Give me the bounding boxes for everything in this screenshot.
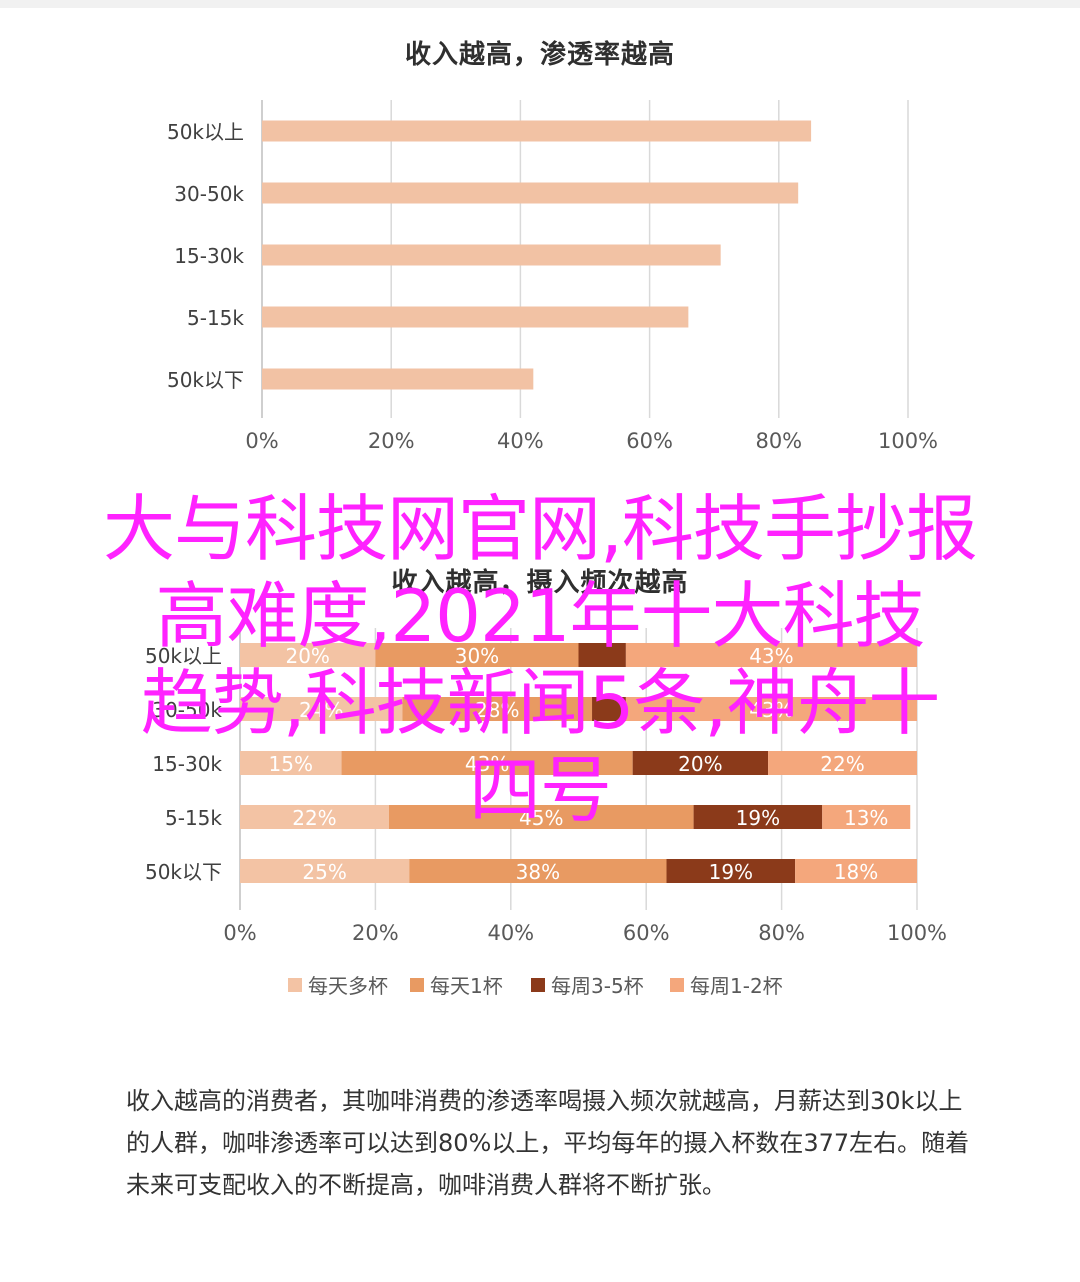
chart2-bar-segment — [341, 751, 633, 775]
chart1-xtick-label: 80% — [755, 429, 802, 453]
overlay-line-4: 四号 — [468, 748, 612, 832]
chart1-bar — [262, 182, 799, 204]
chart2-category-label: 15-30k — [152, 752, 222, 776]
chart2-data-label: 43% — [465, 752, 509, 776]
chart2-bar-segment — [240, 751, 342, 775]
chart2-legend-label: 每周1-2杯 — [690, 974, 783, 998]
chart2-bar-segment — [409, 859, 667, 883]
chart2-legend-swatch — [288, 978, 302, 992]
chart2-data-label: 15% — [269, 752, 313, 776]
chart2-bar-segment — [822, 805, 911, 829]
chart2-bar-segment — [375, 643, 579, 667]
chart2-legend-swatch — [531, 978, 545, 992]
chart2-data-label: 13% — [844, 806, 888, 830]
chart2-bar-segment — [795, 859, 917, 883]
chart2-xtick-label: 0% — [223, 921, 256, 945]
chart2-legend-swatch — [410, 978, 424, 992]
chart2-frequency-stacked: 0% 20% 40% 60% 80% 100% 50k以上 30-50k 15-30k 5-15k… — [145, 628, 947, 998]
chart2-bar-segment — [240, 643, 376, 667]
chart1-category-label: 50k以上 — [167, 120, 244, 144]
chart2-legend-label: 每天1杯 — [430, 974, 503, 998]
chart2-bar-segment — [625, 643, 917, 667]
chart2-bar-segment — [666, 859, 796, 883]
chart2-data-label: 45% — [519, 806, 563, 830]
caption-paragraph: 收入越高的消费者，其咖啡消费的渗透率喝摄入频次就越高，月薪达到30k以上的人群，… — [126, 1087, 970, 1199]
chart2-category-label: 50k以下 — [145, 860, 222, 884]
chart2-data-label: 28% — [475, 698, 519, 722]
chart2-legend-swatch — [670, 978, 684, 992]
chart2-data-label: 24% — [299, 698, 343, 722]
chart1-xtick-label: 60% — [626, 429, 673, 453]
overlay-line-2: 高难度,2021年十大科技 — [155, 574, 925, 658]
chart2-bar-segment — [578, 643, 626, 667]
chart2-legend-label: 每周3-5杯 — [551, 974, 644, 998]
chart2-data-label: 20% — [678, 752, 722, 776]
chart2-bar-segment — [240, 859, 410, 883]
chart2-xtick-label: 100% — [887, 921, 947, 945]
chart2-bar-segment — [592, 697, 626, 721]
chart1-xtick-label: 100% — [878, 429, 938, 453]
chart1-category-label: 15-30k — [174, 244, 244, 268]
chart1-category-label: 30-50k — [174, 182, 244, 206]
chart2-category-label: 30-50k — [152, 698, 222, 722]
chart2-data-label: 43% — [749, 644, 793, 668]
chart2-title: 收入越高，摄入频次越高 — [391, 568, 689, 598]
chart2-category-label: 5-15k — [165, 806, 222, 830]
chart2-xtick-label: 40% — [487, 921, 534, 945]
chart2-data-label: 22% — [820, 752, 864, 776]
chart1-bar — [262, 120, 812, 142]
chart2-bar-segment — [240, 805, 389, 829]
chart1-penetration-rate: 0% 20% 40% 60% 80% 100% 50k以上 30-50k 15-30k 5-15k… — [167, 100, 938, 453]
chart2-xtick-label: 80% — [758, 921, 805, 945]
chart1-bar — [262, 306, 689, 328]
chart1-bar — [262, 368, 534, 390]
chart2-data-label: 25% — [302, 860, 346, 884]
chart2-data-label: 19% — [736, 806, 780, 830]
chart1-xtick-label: 0% — [245, 429, 278, 453]
chart1-category-label: 5-15k — [187, 306, 244, 330]
chart2-data-label: 19% — [709, 860, 753, 884]
chart1-bar — [262, 244, 721, 266]
chart2-data-label: 22% — [292, 806, 336, 830]
chart2-xtick-label: 20% — [352, 921, 399, 945]
chart2-bar-segment — [625, 697, 917, 721]
chart2-bar-segment — [632, 751, 769, 775]
top-image-edge — [0, 0, 1080, 8]
chart1-category-label: 50k以下 — [167, 368, 244, 392]
chart2-data-label: 30% — [455, 644, 499, 668]
chart2-bar-segment — [768, 751, 917, 775]
watermark-overlay-text: 大与科技网官网,科技手抄报 高难度,2021年十大科技 趋势,科技新闻5条,神舟… — [10, 486, 1070, 834]
overlay-line-3: 趋势,科技新闻5条,神舟十 — [140, 661, 941, 745]
chart2-xtick-label: 60% — [623, 921, 670, 945]
chart2-bar-segment — [388, 805, 694, 829]
chart2-bar-segment — [240, 697, 403, 721]
chart2-data-label: 43% — [749, 698, 793, 722]
chart1-xtick-label: 20% — [368, 429, 415, 453]
chart2-data-label: 20% — [285, 644, 329, 668]
chart1-xtick-label: 40% — [497, 429, 544, 453]
chart2-data-label: 18% — [834, 860, 878, 884]
chart2-bar-segment — [402, 697, 593, 721]
chart1-title: 收入越高，渗透率越高 — [404, 40, 675, 70]
chart2-legend-label: 每天多杯 — [308, 974, 388, 998]
chart2-category-label: 50k以上 — [145, 644, 222, 668]
overlay-line-1: 大与科技网官网,科技手抄报 — [103, 487, 978, 571]
chart2-data-label: 38% — [516, 860, 560, 884]
chart2-bar-segment — [693, 805, 823, 829]
